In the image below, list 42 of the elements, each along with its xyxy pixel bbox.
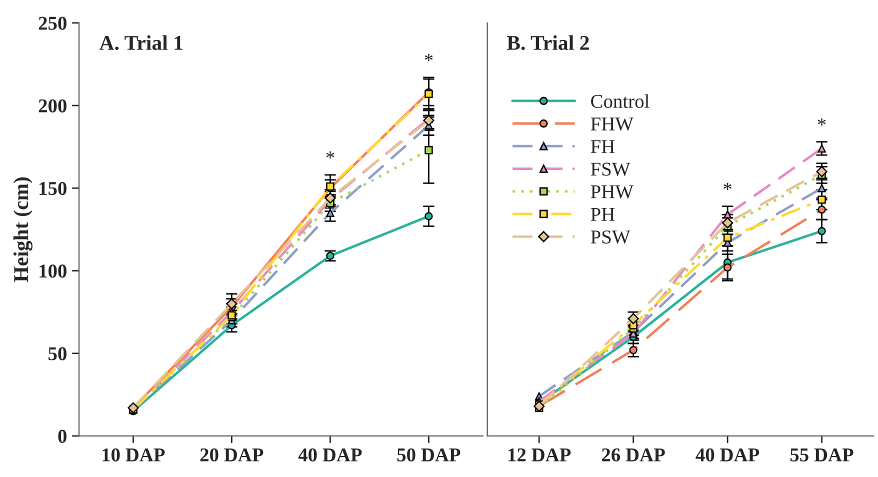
point: [424, 146, 433, 154]
x-tick-label: 40 DAP: [298, 448, 362, 462]
y-tick-label: 250: [38, 16, 66, 30]
point: [816, 166, 828, 178]
annotation: *: [326, 151, 334, 159]
point: [723, 210, 732, 219]
y-tick-label: 50: [48, 347, 66, 360]
point: [722, 217, 734, 228]
point: [818, 206, 826, 214]
legend-label: FSW: [590, 162, 630, 176]
legend-label: PSW: [590, 230, 630, 244]
point: [423, 114, 434, 126]
point: [326, 252, 334, 260]
annotation: *: [424, 54, 433, 62]
point: [723, 263, 732, 272]
x-tick-label: 55 DAP: [790, 448, 854, 462]
x-tick-label: 20 DAP: [200, 448, 264, 462]
legend-label: PHW: [590, 185, 634, 198]
point: [818, 196, 826, 204]
legend-label: FHW: [590, 118, 634, 131]
y-tick-label: 100: [40, 264, 66, 278]
y-axis-title: Height (cm): [13, 177, 32, 282]
x-tick-label: 50 DAP: [397, 448, 460, 462]
point: [629, 346, 638, 354]
x-tick-label: 26 DAP: [602, 448, 665, 462]
legend-label: PH: [590, 208, 615, 221]
annotation: *: [724, 182, 732, 190]
x-tick-label: 10 DAP: [102, 448, 165, 462]
y-tick-label: 200: [38, 99, 66, 112]
x-tick-label: 40 DAP: [696, 448, 760, 462]
y-tick-label: 150: [40, 182, 66, 196]
point: [723, 234, 732, 242]
y-tick-label: 0: [58, 430, 66, 443]
chart-title: A. Trial 1: [99, 35, 182, 50]
chart-title: B. Trial 2: [506, 35, 589, 50]
point: [818, 226, 826, 236]
legend-label: FH: [590, 140, 615, 153]
legend-label: Control: [591, 94, 650, 108]
x-tick-label: 12 DAP: [508, 448, 571, 462]
annotation: *: [818, 118, 826, 126]
point: [818, 144, 826, 153]
point: [424, 212, 433, 220]
